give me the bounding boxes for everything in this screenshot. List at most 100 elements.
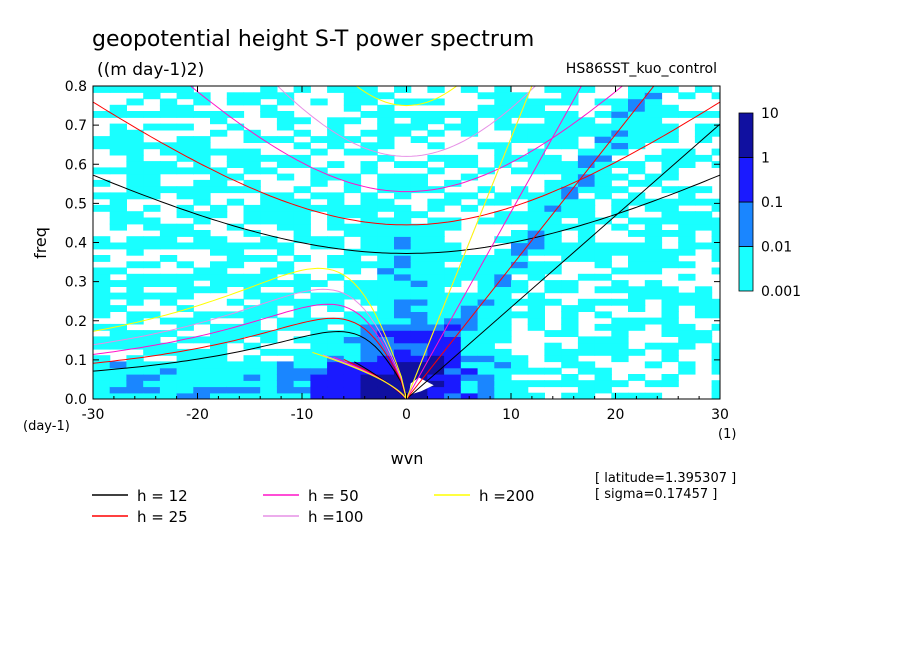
x-axis: -30 -20 -10 0 10 20 30 [82, 86, 729, 423]
heat-cell [360, 142, 378, 150]
y-unit-label: (day-1) [23, 419, 70, 434]
heat-cell [293, 154, 311, 162]
heat-cell [126, 98, 144, 106]
heat-cell [394, 292, 412, 300]
heat-cell [243, 204, 261, 212]
heat-cell [293, 273, 311, 281]
heat-cell [360, 348, 378, 356]
heat-cell [410, 317, 428, 325]
heat-cell [611, 392, 629, 399]
heat-cell [444, 154, 462, 162]
heat-cell [577, 223, 596, 231]
heat-cell [394, 261, 412, 269]
heat-cell [394, 305, 412, 312]
heat-cell [327, 223, 345, 231]
heat-cell [444, 380, 462, 388]
heat-cell [109, 204, 127, 212]
heat-cell [93, 361, 111, 369]
heat-cell [210, 204, 228, 212]
heat-cell [594, 273, 612, 281]
heat-cell [260, 204, 278, 212]
heat-cell [193, 367, 211, 375]
heat-cell [444, 298, 462, 306]
heat-cell [159, 342, 178, 350]
heat-cell [511, 123, 529, 131]
heat-cell [427, 392, 445, 399]
heat-cell [561, 392, 579, 399]
heat-cell [360, 98, 378, 106]
heat-cell [126, 311, 144, 319]
heat-cell [561, 311, 579, 319]
heat-cell [360, 323, 378, 331]
heat-cell [126, 273, 144, 281]
heat-cell [377, 186, 395, 194]
heat-cell [527, 111, 545, 118]
heat-cell [143, 92, 161, 100]
heat-cell [126, 367, 144, 375]
heat-cell [176, 305, 194, 312]
heat-cell [661, 305, 679, 312]
heat-cell [126, 179, 144, 187]
heat-cell [360, 380, 378, 388]
heat-cell [360, 192, 378, 200]
heat-cell [678, 292, 696, 300]
heat-cell [394, 342, 412, 350]
heat-cell [678, 211, 696, 219]
heat-cell [494, 336, 512, 344]
ig-curve [93, 174, 720, 255]
heat-cell [477, 111, 495, 118]
heat-cell [126, 386, 144, 394]
heat-cell [193, 236, 211, 244]
heat-cell [310, 380, 328, 388]
heat-cell [377, 311, 395, 319]
heat-cell [394, 236, 412, 244]
heat-cell [126, 336, 144, 344]
heat-cell [561, 179, 579, 187]
heat-cell [594, 154, 612, 162]
heat-cell [494, 192, 512, 200]
heat-cell [477, 392, 495, 399]
heat-cell [377, 374, 395, 381]
heat-cell [126, 342, 144, 350]
heat-cell [511, 298, 529, 306]
heat-cell [260, 380, 278, 388]
heat-cell [561, 355, 579, 363]
heat-cell [260, 273, 278, 281]
heat-cell [126, 217, 144, 225]
heat-cell [711, 348, 720, 356]
heat-cell [594, 248, 612, 256]
heat-cell [460, 386, 479, 394]
heat-cell [494, 374, 512, 381]
heat-cell [394, 86, 412, 93]
heat-cell [678, 198, 696, 206]
heat-cell [394, 280, 412, 287]
heat-cell [594, 323, 612, 331]
heat-cell [661, 298, 679, 306]
heat-cell [126, 242, 144, 250]
heat-cell [276, 386, 295, 394]
heat-cell [293, 355, 311, 363]
heat-cell [427, 198, 445, 206]
heat-cell [93, 323, 111, 331]
heat-cell [427, 336, 445, 344]
heat-cell [193, 317, 211, 325]
heat-cell [678, 230, 696, 237]
heat-cell [260, 111, 278, 118]
heat-cell [577, 298, 596, 306]
heat-cell [678, 242, 696, 250]
rossby-curve [93, 267, 407, 399]
heat-cell [226, 161, 245, 168]
heat-cell [193, 361, 211, 369]
heat-cell [143, 123, 161, 131]
heat-cell [628, 248, 646, 256]
heat-cell [360, 336, 378, 344]
heat-cell [594, 380, 612, 388]
heat-cell [143, 223, 161, 231]
heat-cell [276, 154, 295, 162]
heat-cell [477, 280, 495, 287]
heat-cell [243, 161, 261, 168]
heat-cell [561, 86, 579, 93]
heat-cell [193, 198, 211, 206]
heat-cell [377, 348, 395, 356]
heat-cell [126, 129, 144, 137]
